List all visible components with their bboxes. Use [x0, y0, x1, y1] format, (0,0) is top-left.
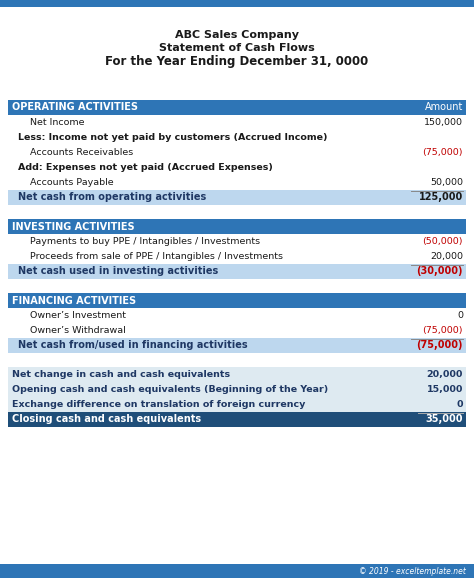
Text: (75,000): (75,000)	[422, 148, 463, 157]
Bar	[0, 0, 474, 7]
Text: Net cash from operating activities: Net cash from operating activities	[18, 192, 206, 202]
Text: 15,000: 15,000	[427, 385, 463, 394]
Bar	[8, 249, 466, 264]
Bar	[8, 308, 466, 323]
Bar	[8, 367, 466, 382]
Text: Amount: Amount	[425, 102, 463, 113]
Bar	[8, 382, 466, 397]
Text: Accounts Payable: Accounts Payable	[30, 178, 114, 187]
Text: Less: Income not yet paid by customers (Accrued Income): Less: Income not yet paid by customers (…	[18, 133, 328, 142]
Text: 0: 0	[457, 311, 463, 320]
Bar	[8, 175, 466, 190]
Bar	[8, 264, 466, 279]
Text: (75,000): (75,000)	[417, 340, 463, 350]
Text: (30,000): (30,000)	[417, 266, 463, 276]
Bar	[8, 338, 466, 353]
Text: Net cash from/used in financing activities: Net cash from/used in financing activiti…	[18, 340, 247, 350]
Text: Proceeds from sale of PPE / Intangibles / Investments: Proceeds from sale of PPE / Intangibles …	[30, 252, 283, 261]
Bar	[8, 100, 466, 115]
Text: OPERATING ACTIVITIES: OPERATING ACTIVITIES	[12, 102, 138, 113]
Text: Add: Expenses not yet paid (Accrued Expenses): Add: Expenses not yet paid (Accrued Expe…	[18, 163, 273, 172]
Text: Statement of Cash Flows: Statement of Cash Flows	[159, 43, 315, 53]
Bar	[8, 145, 466, 160]
Text: Net cash used in investing activities: Net cash used in investing activities	[18, 266, 218, 276]
Text: 20,000: 20,000	[430, 252, 463, 261]
Bar	[8, 397, 466, 412]
Text: Net Income: Net Income	[30, 118, 84, 127]
Text: (75,000): (75,000)	[422, 326, 463, 335]
Bar	[8, 412, 466, 427]
Bar	[8, 293, 466, 308]
Text: Owner’s Investment: Owner’s Investment	[30, 311, 126, 320]
Text: (50,000): (50,000)	[422, 237, 463, 246]
Text: For the Year Ending December 31, 0000: For the Year Ending December 31, 0000	[105, 54, 369, 68]
Text: Closing cash and cash equivalents: Closing cash and cash equivalents	[12, 414, 201, 424]
Bar	[8, 160, 466, 175]
Text: 150,000: 150,000	[424, 118, 463, 127]
Text: 50,000: 50,000	[430, 178, 463, 187]
Text: ABC Sales Company: ABC Sales Company	[175, 30, 299, 40]
Text: © 2019 - exceltemplate.net: © 2019 - exceltemplate.net	[359, 566, 466, 576]
Text: 35,000: 35,000	[426, 414, 463, 424]
Bar	[8, 234, 466, 249]
Text: FINANCING ACTIVITIES: FINANCING ACTIVITIES	[12, 295, 136, 306]
Bar	[8, 130, 466, 145]
Text: INVESTING ACTIVITIES: INVESTING ACTIVITIES	[12, 221, 135, 232]
Text: Payments to buy PPE / Intangibles / Investments: Payments to buy PPE / Intangibles / Inve…	[30, 237, 260, 246]
Text: Net change in cash and cash equivalents: Net change in cash and cash equivalents	[12, 370, 230, 379]
Bar	[8, 323, 466, 338]
Text: 125,000: 125,000	[419, 192, 463, 202]
Text: Owner’s Withdrawal: Owner’s Withdrawal	[30, 326, 126, 335]
Bar	[0, 564, 474, 578]
Text: Accounts Receivables: Accounts Receivables	[30, 148, 133, 157]
Text: Exchange difference on translation of foreign currency: Exchange difference on translation of fo…	[12, 400, 305, 409]
Bar	[8, 219, 466, 234]
Text: Opening cash and cash equivalents (Beginning of the Year): Opening cash and cash equivalents (Begin…	[12, 385, 328, 394]
Bar	[8, 190, 466, 205]
Text: 20,000: 20,000	[427, 370, 463, 379]
Text: 0: 0	[456, 400, 463, 409]
Bar	[8, 115, 466, 130]
